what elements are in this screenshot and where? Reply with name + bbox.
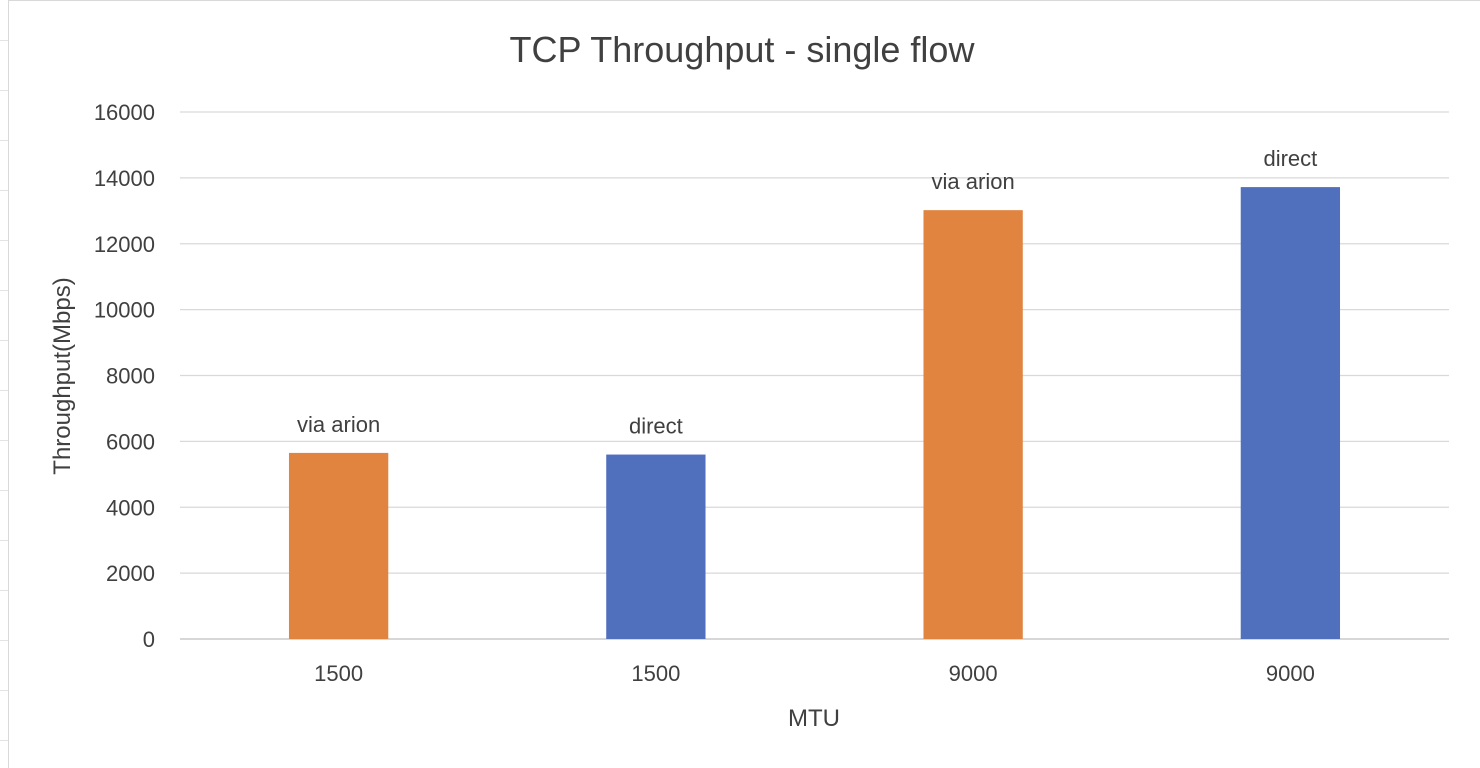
y-tick-label: 16000 (94, 100, 155, 125)
y-tick-label: 6000 (106, 429, 155, 454)
bar (288, 452, 389, 639)
chart-title: TCP Throughput - single flow (510, 29, 976, 70)
y-axis-ticks: 0 2000 4000 6000 8000 10000 12000 14000 16000 (94, 100, 155, 652)
y-tick-label: 8000 (106, 364, 155, 389)
bar-label: direct (629, 414, 683, 439)
gridlines (180, 111, 1449, 640)
y-tick-label: 0 (143, 627, 155, 652)
bar-labels: via arion direct via arion direct (297, 146, 1317, 438)
x-tick-label: 9000 (949, 661, 998, 686)
x-tick-label: 1500 (631, 661, 680, 686)
bar (923, 210, 1023, 639)
y-tick-label: 12000 (94, 232, 155, 257)
spreadsheet-row-marks (0, 0, 8, 768)
bars (288, 187, 1341, 639)
y-tick-label: 10000 (94, 298, 155, 323)
x-tick-label: 1500 (314, 661, 363, 686)
frame-top-border (8, 0, 1480, 1)
y-tick-label: 2000 (106, 561, 155, 586)
bar (1240, 187, 1341, 639)
bar-label: via arion (932, 169, 1015, 194)
bar-label: direct (1263, 146, 1317, 171)
bar-label: via arion (297, 412, 380, 437)
bar (606, 454, 706, 639)
x-tick-label: 9000 (1266, 661, 1315, 686)
x-axis-ticks: 1500 1500 9000 9000 (314, 661, 1315, 686)
x-axis-title: MTU (788, 705, 840, 732)
frame-left-border (0, 0, 9, 768)
y-tick-label: 14000 (94, 166, 155, 191)
y-axis-title: Throughput(Mbps) (49, 277, 76, 474)
y-tick-label: 4000 (106, 495, 155, 520)
